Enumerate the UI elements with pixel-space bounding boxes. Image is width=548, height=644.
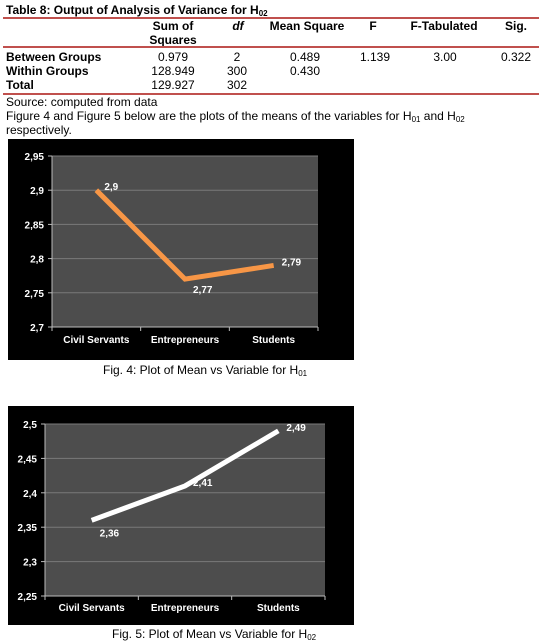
y-tick-label: 2,9 (30, 186, 44, 197)
cell-df-within: 300 (226, 64, 248, 78)
y-tick-label: 2,7 (30, 323, 44, 334)
paragraph-text-1: Figure 4 and Figure 5 below are the plot… (6, 109, 412, 123)
y-tick-label: 2,75 (25, 289, 45, 300)
row-label-total: Total (6, 78, 34, 92)
body-paragraph-line2: respectively. (6, 123, 72, 137)
data-label: 2,77 (193, 285, 213, 296)
source-note: Source: computed from data (6, 95, 158, 109)
figure-4-chart: 2,7 2,75 2,8 2,85 2,9 2,95 Civil Servants Entre… (8, 139, 354, 360)
y-tick-label: 2,95 (25, 152, 45, 163)
table-caption-text: Table 8: Output of Analysis of Variance … (6, 3, 259, 17)
cell-f-between: 1.139 (359, 50, 391, 64)
plot-area (52, 156, 318, 327)
x-tick-label: Students (252, 335, 295, 346)
figure-4-svg: 2,7 2,75 2,8 2,85 2,9 2,95 Civil Servants Entre… (25, 152, 319, 346)
figure-5-chart: 2,25 2,3 2,35 2,4 2,45 2,5 Civil Servants Entre… (8, 406, 354, 625)
y-tick-label: 2,25 (18, 592, 38, 603)
plot-area (45, 424, 325, 596)
table-header-rule (3, 46, 539, 48)
paragraph-sub-1: 01 (411, 115, 421, 124)
y-tick-label: 2,35 (18, 523, 38, 534)
table-caption-subscript: 02 (258, 9, 268, 18)
x-tick-label: Entrepreneurs (151, 603, 220, 614)
figure-4-caption-text: Fig. 4: Plot of Mean vs Variable for H (103, 363, 299, 377)
header-mean-square: Mean Square (269, 19, 345, 33)
y-tick-label: 2,3 (23, 558, 37, 569)
data-label: 2,41 (193, 478, 213, 489)
header-f: F (369, 19, 377, 33)
cell-ss-between: 0.979 (157, 50, 189, 64)
paragraph-sub-2: 02 (455, 115, 465, 124)
body-paragraph: Figure 4 and Figure 5 below are the plot… (6, 109, 542, 124)
table-bottom-rule (3, 93, 539, 95)
header-sum-of-squares-line1: Sum of (152, 19, 194, 33)
data-label: 2,9 (104, 182, 118, 193)
data-label: 2,49 (286, 423, 306, 434)
figure-5-caption-sub: 02 (307, 633, 317, 642)
cell-sig-between: 0.322 (500, 50, 532, 64)
x-tick-label: Civil Servants (63, 335, 130, 346)
cell-df-total: 302 (226, 78, 248, 92)
cell-ms-between: 0.489 (289, 50, 321, 64)
figure-5-caption-text: Fig. 5: Plot of Mean vs Variable for H (112, 627, 308, 641)
row-label-within: Within Groups (6, 64, 89, 78)
y-tick-label: 2,8 (30, 255, 44, 266)
figure-4-caption: Fig. 4: Plot of Mean vs Variable for H01 (103, 363, 307, 378)
row-label-between: Between Groups (6, 50, 102, 64)
x-tick-label: Civil Servants (59, 603, 126, 614)
figure-5-caption: Fig. 5: Plot of Mean vs Variable for H02 (112, 627, 316, 642)
table-caption: Table 8: Output of Analysis of Variance … (6, 3, 268, 18)
x-tick-label: Students (257, 603, 300, 614)
y-tick-label: 2,4 (23, 489, 37, 500)
figure-4-caption-sub: 01 (298, 369, 308, 378)
header-sig: Sig. (504, 19, 527, 33)
cell-ftab-between: 3.00 (433, 50, 457, 64)
data-label: 2,36 (100, 528, 120, 539)
data-label: 2,79 (282, 257, 302, 268)
cell-ss-total: 129.927 (151, 78, 195, 92)
x-tick-label: Entrepreneurs (151, 335, 220, 346)
header-sum-of-squares: Sum of Squares (133, 19, 213, 47)
y-tick-label: 2,85 (25, 220, 45, 231)
paragraph-text-2: and H (420, 109, 456, 123)
header-df: df (232, 19, 244, 33)
y-tick-label: 2,45 (18, 454, 38, 465)
table-top-rule (3, 17, 539, 19)
cell-ss-within: 128.949 (151, 64, 195, 78)
cell-ms-within: 0.430 (289, 64, 321, 78)
header-f-tabulated: F-Tabulated (410, 19, 478, 33)
y-tick-label: 2,5 (23, 420, 37, 431)
cell-df-between: 2 (233, 50, 241, 64)
figure-5-svg: 2,25 2,3 2,35 2,4 2,45 2,5 Civil Servants Entre… (18, 420, 326, 614)
header-sum-of-squares-line2: Squares (149, 33, 197, 47)
